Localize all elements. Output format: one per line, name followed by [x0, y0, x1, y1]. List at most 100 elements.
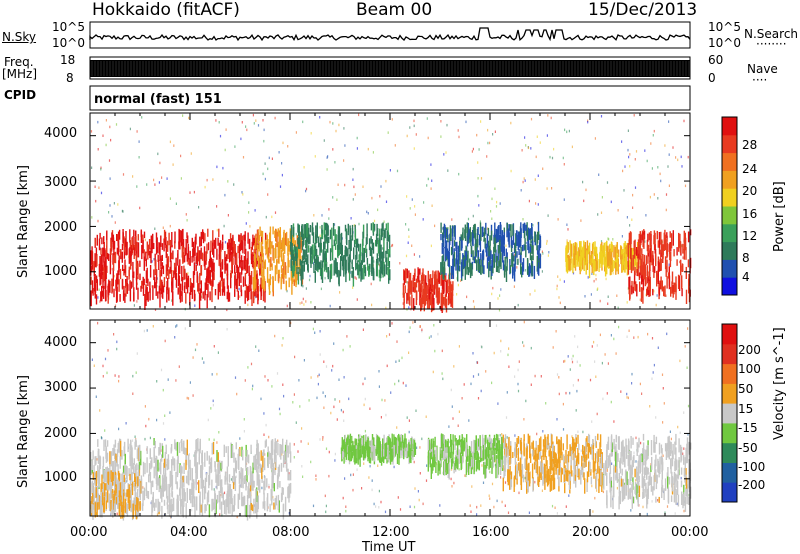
velocity-region-0-cell [242, 468, 244, 481]
power-scatter-point [313, 214, 315, 217]
velocity-scatter-point [362, 382, 364, 386]
power-colorbar-segment [722, 117, 737, 136]
power-scatter-point [612, 238, 614, 241]
power-scatter-point [189, 191, 191, 194]
power-region-0-cell [124, 293, 126, 303]
power-scatter-point [305, 300, 307, 303]
power-region-3-cell [421, 297, 423, 308]
power-region-4-cell [537, 253, 540, 261]
velocity-region-3-cell [497, 439, 499, 452]
power-region-2-cell [385, 223, 388, 231]
power-region-1-cell [272, 226, 274, 235]
velocity-scatter-point [325, 504, 327, 508]
power-region-0-cell [178, 275, 180, 285]
power-region-4-cell [467, 267, 470, 276]
velocity-region-0-cell [222, 492, 224, 505]
velocity-region-0-cell [105, 447, 108, 463]
velocity-region-0-cell [130, 445, 133, 456]
velocity-scatter-point [288, 512, 290, 515]
power-region-0-cell [96, 255, 98, 267]
velocity-region-0-cell [256, 439, 258, 456]
power-region-1-cell [269, 274, 271, 286]
power-region-2-cell [293, 250, 295, 264]
power-region-5-cell [614, 246, 616, 260]
cpid-text: normal (fast) 151 [94, 92, 222, 107]
velocity-region-0-cell [180, 465, 182, 479]
velocity-region-2-cell [399, 449, 401, 459]
power-region-4-cell [498, 260, 500, 268]
power-scatter-point [605, 277, 607, 281]
velocity-region-0-cell [208, 466, 211, 475]
power-region-6-cell [673, 282, 675, 295]
power-region-4-cell [485, 243, 487, 253]
power-region-3-cell [413, 272, 416, 281]
power-region-0-cell [200, 288, 202, 301]
power-region-0-cell [226, 273, 229, 289]
velocity-region-0-cell [148, 474, 150, 483]
velocity-region-0-cell [251, 504, 254, 512]
velocity-scatter-point [319, 438, 321, 441]
power-region-0-cell [213, 248, 215, 258]
velocity-scatter-point [144, 405, 146, 408]
power-region-2-cell [309, 234, 311, 244]
power-scatter-point [571, 145, 573, 149]
power-region-1-cell [287, 242, 289, 256]
velocity-region-0-cell [199, 495, 201, 511]
power-region-6-cell [658, 232, 661, 248]
power-region-0-cell [240, 255, 243, 262]
velocity-region-0-cell [245, 480, 247, 491]
power-region-0-cell [142, 276, 144, 286]
power-region-0-cell [196, 252, 198, 262]
velocity-region-0-cell [275, 454, 277, 468]
velocity-region-3-cell [434, 449, 436, 460]
velocity-region-0-cell [208, 504, 211, 518]
velocity-region-0-cell [249, 504, 251, 519]
power-ytick-4000: 4000 [44, 126, 78, 141]
power-scatter-point [141, 116, 143, 119]
velocity-scatter-point [211, 373, 213, 376]
velocity-region-0-cell [166, 485, 168, 496]
velocity-region-0-cell [267, 456, 269, 468]
velocity-region-0-cell [108, 495, 110, 508]
power-region-2-cell [318, 261, 320, 270]
power-region-1-cell [256, 244, 259, 261]
velocity-scatter-point [458, 345, 460, 348]
power-region-0-cell [91, 280, 94, 294]
power-scatter-point [629, 153, 631, 156]
velocity-region-3-cell [453, 461, 455, 474]
power-scatter-point [333, 223, 336, 226]
power-scatter-point [447, 227, 449, 230]
power-region-6-cell [673, 249, 675, 257]
power-region-6-cell [628, 232, 631, 245]
velocity-region-1-cell [95, 471, 98, 486]
velocity-region-2-cell [396, 440, 399, 454]
power-region-2-cell [343, 267, 345, 277]
power-region-0-cell [234, 244, 236, 258]
velocity-region-0-cell [263, 492, 265, 507]
velocity-region-0-cell [201, 472, 203, 481]
power-scatter-point [336, 198, 338, 201]
velocity-scatter-point [261, 486, 263, 490]
velocity-scatter-point [558, 392, 560, 396]
power-scatter-point [537, 203, 539, 206]
power-region-5-cell [588, 262, 591, 279]
velocity-scatter-point [684, 345, 686, 348]
xtick-1600: 16:00 [472, 525, 510, 540]
power-region-0-cell [217, 283, 219, 300]
velocity-scatter-point [669, 430, 671, 433]
power-region-3-cell [424, 290, 426, 300]
velocity-scatter-point [399, 508, 402, 511]
power-region-6-cell [664, 234, 666, 251]
power-region-6-cell [630, 232, 632, 245]
power-scatter-point [223, 224, 225, 228]
velocity-scatter-point [408, 430, 410, 434]
power-region-2-cell [319, 263, 322, 277]
velocity-region-0-cell [205, 473, 208, 482]
velocity-region-2-cell [391, 438, 393, 448]
power-scatter-point [169, 197, 171, 200]
velocity-scatter-point [378, 385, 380, 388]
velocity-region-1-cell [139, 501, 141, 511]
velocity-region-0-cell [131, 457, 133, 470]
power-scatter-point [557, 275, 559, 278]
power-scatter-point [665, 208, 667, 212]
